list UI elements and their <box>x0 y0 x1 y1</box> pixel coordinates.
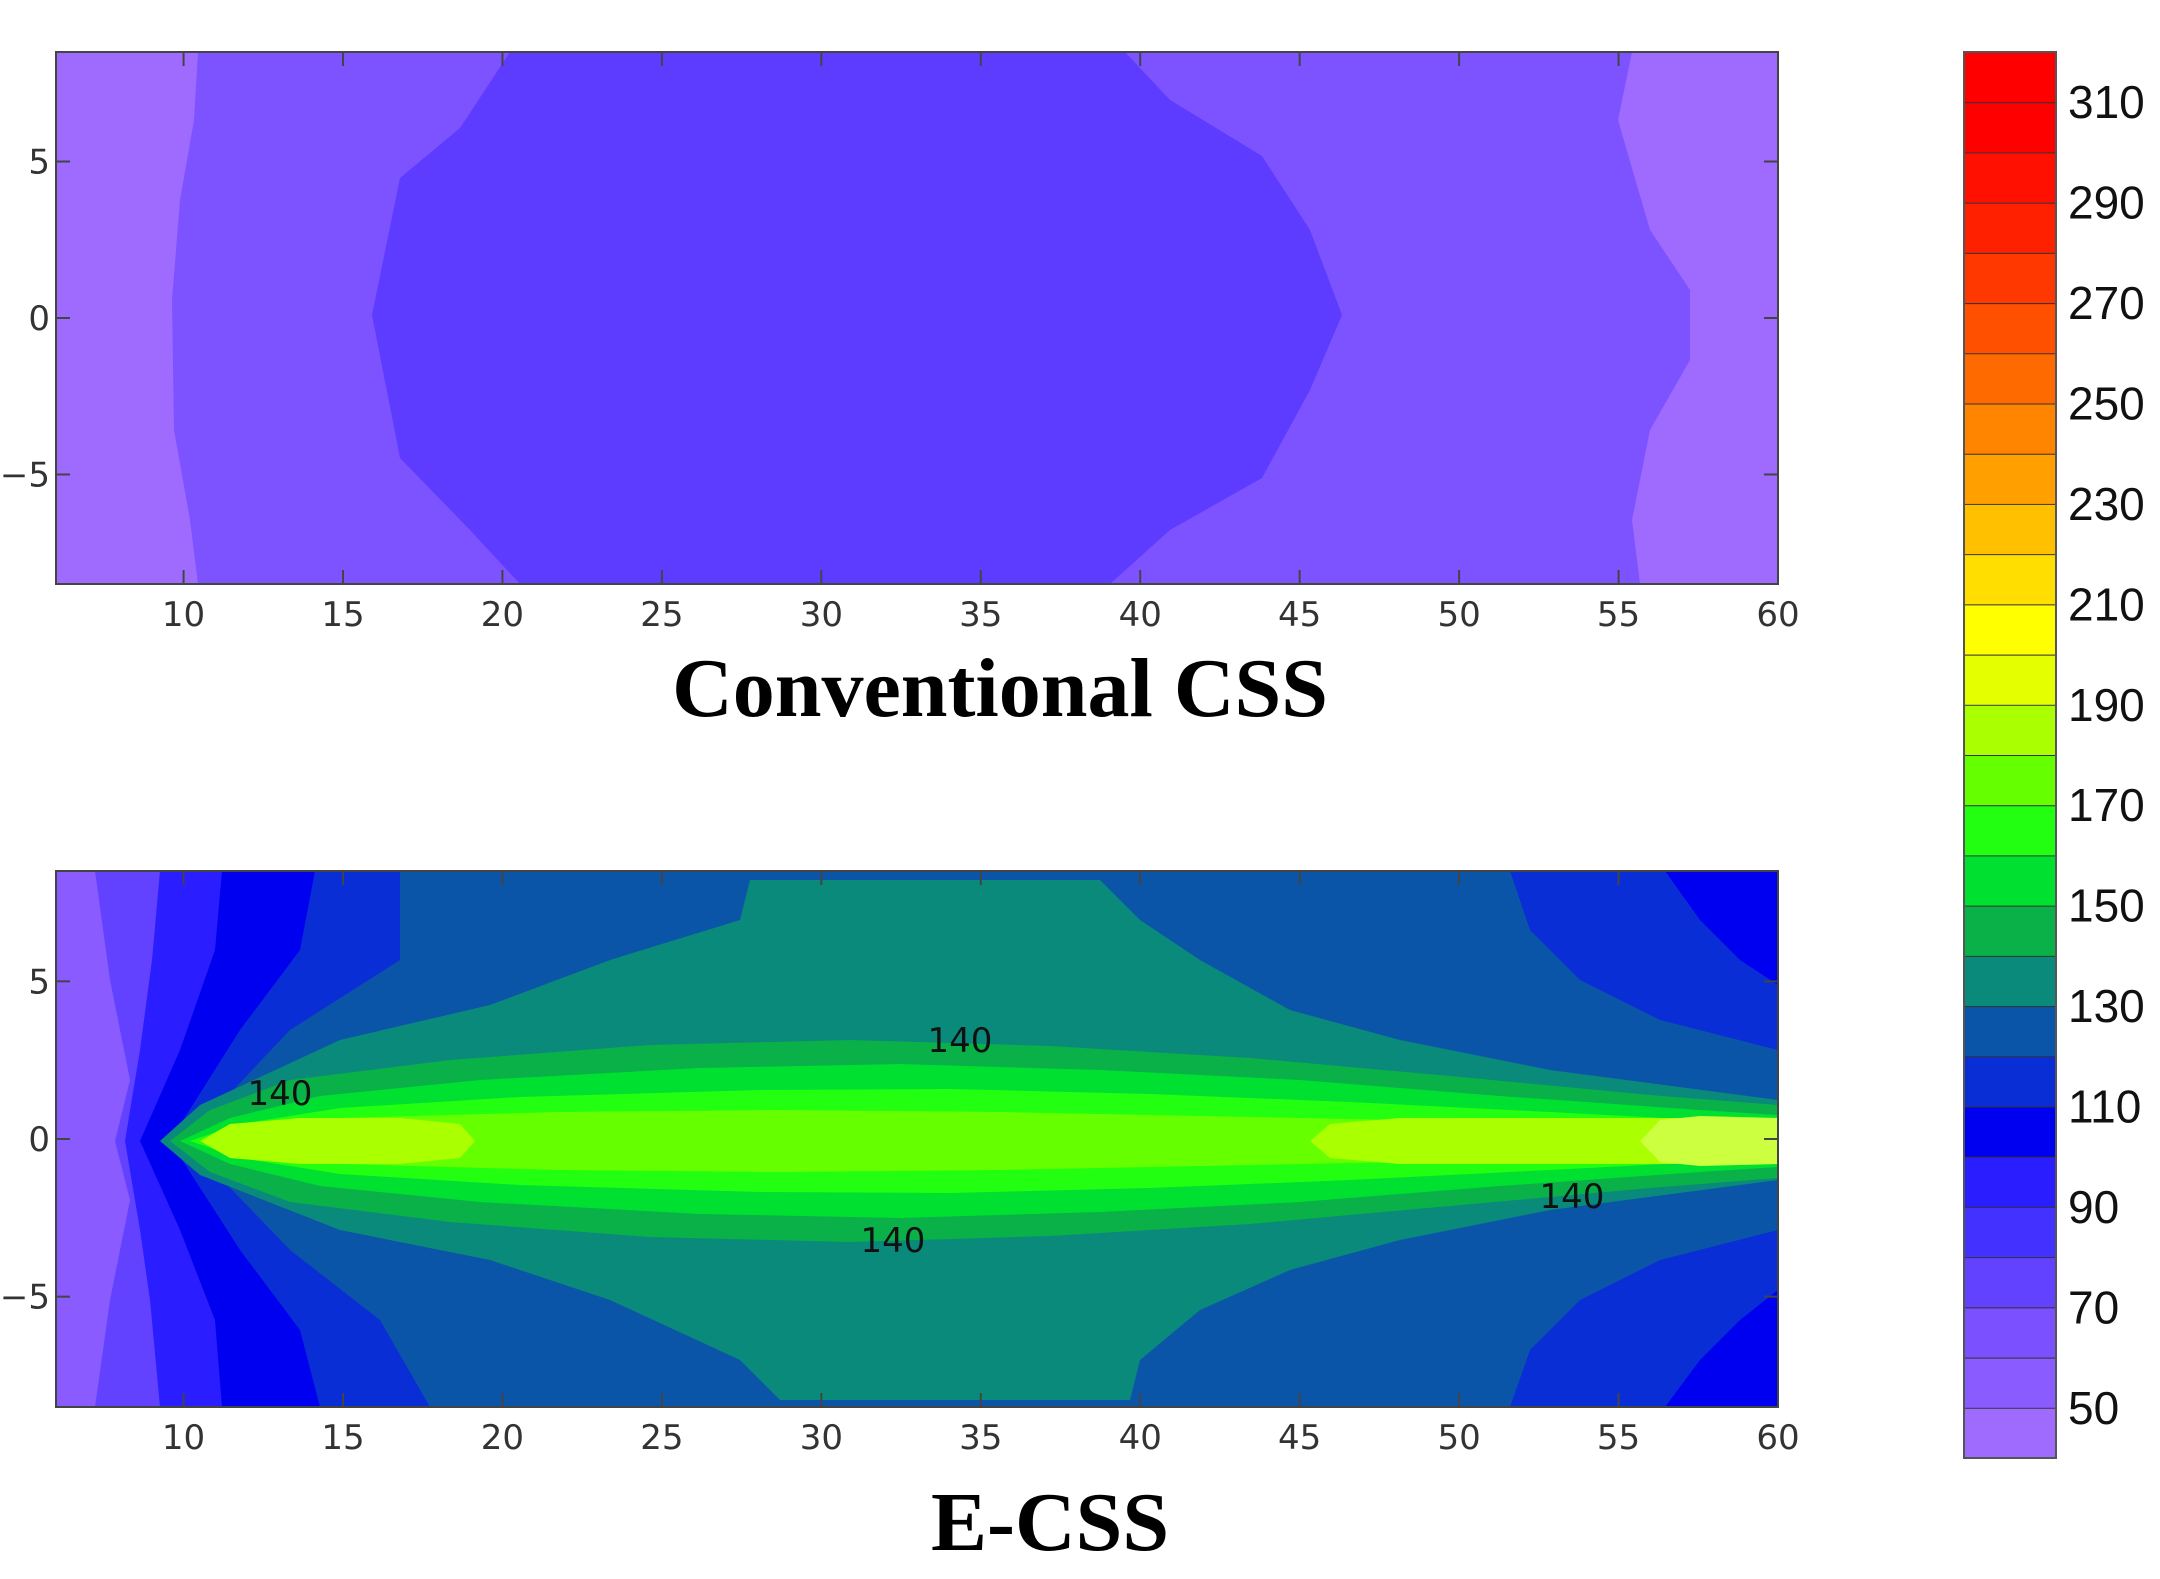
colorbar-band <box>1964 1106 2056 1157</box>
chart-title-conventional: Conventional CSS <box>672 642 1328 735</box>
colorbar-band <box>1964 905 2056 956</box>
y-tick-label: −5 <box>0 1278 50 1318</box>
colorbar-band <box>1964 102 2056 153</box>
colorbar-tick-label: 250 <box>2068 378 2145 430</box>
colorbar-band <box>1964 1006 2056 1057</box>
colorbar-tick-label: 150 <box>2068 880 2145 932</box>
colorbar-tick-label: 190 <box>2068 679 2145 731</box>
x-tick-label: 30 <box>800 1418 843 1458</box>
colorbar-band <box>1964 1156 2056 1207</box>
x-tick-label: 55 <box>1597 595 1640 635</box>
colorbar-band <box>1964 453 2056 504</box>
colorbar-tick-label: 310 <box>2068 76 2145 128</box>
colorbar-labels: 310 290 270 250 230 210 190 170 150 130 110 90 70 50 <box>2068 76 2145 1434</box>
colorbar-band <box>1964 1056 2056 1107</box>
y-tick-label: 0 <box>28 299 50 339</box>
x-tick-label: 35 <box>959 1418 1002 1458</box>
colorbar-tick-label: 50 <box>2068 1382 2119 1434</box>
colorbar-band <box>1964 252 2056 304</box>
x-tick-label: 25 <box>640 595 683 635</box>
contour-fill-conventional <box>56 52 1778 584</box>
contour-label: 140 <box>861 1221 926 1261</box>
x-tick-label: 40 <box>1119 595 1162 635</box>
contour-label: 140 <box>928 1021 993 1061</box>
colorbar-band <box>1964 1407 2056 1458</box>
x-tick-label: 40 <box>1119 1418 1162 1458</box>
colorbar-tick-label: 170 <box>2068 779 2145 831</box>
colorbar-band <box>1964 955 2056 1007</box>
colorbar-tick-label: 70 <box>2068 1281 2119 1333</box>
colorbar-tick-label: 270 <box>2068 277 2145 329</box>
colorbar-band <box>1964 353 2056 404</box>
x-tick-label: 60 <box>1756 1418 1799 1458</box>
colorbar-band <box>1964 1307 2056 1358</box>
x-tick-label: 10 <box>162 1418 205 1458</box>
colorbar-band <box>1964 855 2056 906</box>
colorbar-band <box>1964 1357 2056 1408</box>
colorbar-band <box>1964 805 2056 856</box>
colorbar-band <box>1964 152 2056 203</box>
colorbar-band <box>1964 202 2056 253</box>
colorbar-band <box>1964 704 2056 755</box>
y-tick-label: −5 <box>0 455 50 495</box>
colorbar-band <box>1964 654 2056 705</box>
colorbar-tick-label: 210 <box>2068 578 2145 630</box>
y-tick-label: 5 <box>28 962 50 1002</box>
x-tick-label: 35 <box>959 595 1002 635</box>
colorbar-band <box>1964 604 2056 655</box>
x-tick-label: 50 <box>1437 595 1480 635</box>
colorbar-band <box>1964 403 2056 454</box>
colorbar-band <box>1964 503 2056 555</box>
contour-region-210 <box>1640 1116 1778 1166</box>
colorbar-band <box>1964 1257 2056 1308</box>
x-tick-label: 50 <box>1437 1418 1480 1458</box>
colorbar-band <box>1964 52 2056 103</box>
x-tick-label: 15 <box>321 1418 364 1458</box>
colorbar-bands <box>1964 51 2056 1458</box>
x-tick-label: 45 <box>1278 595 1321 635</box>
contour-label: 140 <box>1540 1177 1605 1217</box>
colorbar-band <box>1964 554 2056 605</box>
colorbar-tick-label: 290 <box>2068 177 2145 229</box>
y-tick-label: 5 <box>28 143 50 183</box>
contour-region-200-left <box>200 1118 475 1164</box>
colorbar: 310 290 270 250 230 210 190 170 150 130 110 90 70 50 <box>1963 51 2145 1459</box>
colorbar-tick-label: 130 <box>2068 980 2145 1032</box>
chart-title-ecss: E-CSS <box>931 1476 1169 1569</box>
y-tick-label: 0 <box>28 1120 50 1160</box>
colorbar-tick-label: 90 <box>2068 1181 2119 1233</box>
x-tick-label: 15 <box>321 595 364 635</box>
x-tick-label: 20 <box>481 1418 524 1458</box>
x-tick-label: 55 <box>1597 1418 1640 1458</box>
colorbar-frame <box>1963 51 2057 1459</box>
colorbar-tick-label: 110 <box>2068 1081 2141 1133</box>
colorbar-band <box>1964 303 2056 354</box>
contour-label: 140 <box>248 1074 313 1114</box>
x-tick-label: 10 <box>162 595 205 635</box>
x-tick-label: 45 <box>1278 1418 1321 1458</box>
x-tick-label: 30 <box>800 595 843 635</box>
contour-fill-ecss <box>56 871 1778 1407</box>
contour-region-core <box>372 52 1342 584</box>
x-tick-label: 20 <box>481 595 524 635</box>
x-tick-label: 25 <box>640 1418 683 1458</box>
colorbar-band <box>1964 1206 2056 1258</box>
colorbar-tick-label: 230 <box>2068 478 2145 530</box>
colorbar-band <box>1964 755 2056 806</box>
x-tick-label: 60 <box>1756 595 1799 635</box>
